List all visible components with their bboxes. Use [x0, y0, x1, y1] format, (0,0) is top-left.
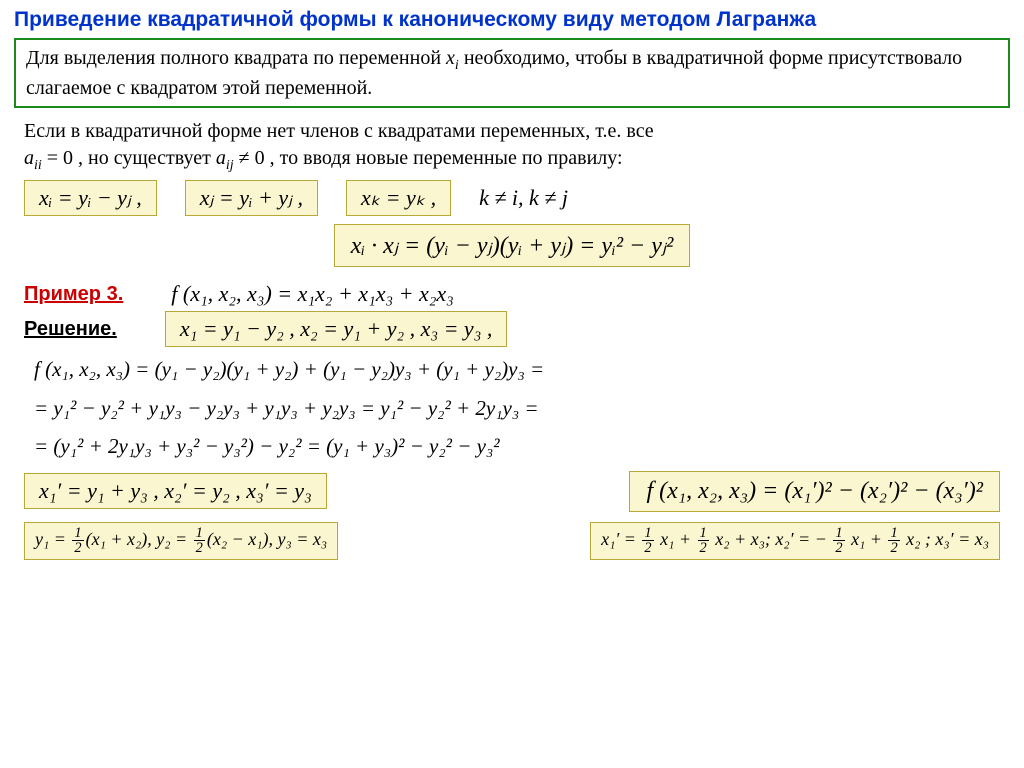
row-product: xᵢ · xⱼ = (yᵢ − yⱼ)(yᵢ + yⱼ) = yᵢ² − yⱼ² [24, 224, 1000, 267]
substitution-box: x₁ = y₁ − y₂ , x₂ = y₁ + y₂ , x₃ = y₃ , [165, 311, 508, 347]
eq-xi-box: xᵢ = yᵢ − yⱼ , [24, 180, 157, 216]
half-frac-2: 12 [192, 526, 207, 556]
half-d-3: 2 [642, 541, 653, 555]
inv-x-4: x₁ + [847, 529, 887, 549]
half-n-6: 1 [888, 526, 899, 541]
row-inverse: y₁ = 12(x₁ + x₂), y₂ = 12(x₂ − x₁), y₃ =… [24, 522, 1000, 560]
half-n-2: 1 [194, 526, 205, 541]
eq-xk-box: xₖ = yₖ , [346, 180, 451, 216]
aij-ne0: ≠ 0 , то вводя новые переменные по прави… [234, 147, 623, 169]
aij-a: a [216, 147, 226, 169]
aii-a: a [24, 147, 34, 169]
green-note-box: Для выделения полного квадрата по переме… [14, 38, 1010, 108]
row-substitution-rules: xᵢ = yᵢ − yⱼ , xⱼ = yᵢ + yⱼ , xₖ = yₖ , … [24, 180, 1000, 216]
result-subst-box: x₁′ = y₁ + y₃ , x₂′ = y₂ , x₃′ = y₃ [24, 473, 327, 509]
half-frac-4: 12 [696, 526, 711, 556]
eq-product-box: xᵢ · xⱼ = (yᵢ − yⱼ)(yᵢ + yⱼ) = yᵢ² − yⱼ² [334, 224, 691, 267]
half-d-4: 2 [698, 541, 709, 555]
half-n-5: 1 [833, 526, 844, 541]
derivation-line-1: f (x₁, x₂, x₃) = (y₁ − y₂)(y₁ + y₂) + (y… [34, 353, 990, 386]
inverse-y-box: y₁ = 12(x₁ + x₂), y₂ = 12(x₂ − x₁), y₃ =… [24, 522, 338, 560]
solution-label: Решение. [24, 318, 117, 341]
inverse-x-box: x₁′ = 12 x₁ + 12 x₂ + x₃; x₂′ = − 12 x₁ … [590, 522, 1000, 560]
result-canon-box: f (x₁, x₂, x₃) = (x₁′)² − (x₂′)² − (x₃′)… [629, 471, 1000, 512]
half-frac-3: 12 [640, 526, 655, 556]
cond-k: k ≠ i, k ≠ j [479, 185, 568, 211]
row-example: Пример 3. f (x₁, x₂, x₃) = x₁x₂ + x₁x₃ +… [24, 281, 1000, 307]
inv-y-pre: y₁ = [35, 529, 70, 549]
half-frac-5: 12 [831, 526, 846, 556]
plain-part1: Если в квадратичной форме нет членов с к… [24, 120, 654, 142]
inv-y-mid1: (x₁ + x₂), y₂ = [86, 529, 192, 549]
half-frac-6: 12 [886, 526, 901, 556]
inv-y-mid2: (x₂ − x₁), y₃ = x₃ [207, 529, 327, 549]
half-n-3: 1 [642, 526, 653, 541]
inv-x-3: x₂ + x₃; x₂′ = − [711, 529, 832, 549]
page-title: Приведение квадратичной формы к канониче… [14, 8, 1010, 32]
green-note-var: x [446, 47, 455, 69]
aii-sub: ii [34, 158, 42, 173]
half-frac-1: 12 [70, 526, 85, 556]
eq-xj-box: xⱼ = yᵢ + yⱼ , [185, 180, 318, 216]
half-d-2: 2 [194, 541, 205, 555]
half-d-6: 2 [888, 541, 899, 555]
half-n-1: 1 [72, 526, 83, 541]
inv-x-1: x₁′ = [601, 529, 640, 549]
example-label: Пример 3. [24, 283, 123, 306]
example-f: f (x₁, x₂, x₃) = x₁x₂ + x₁x₃ + x₂x₃ [171, 281, 454, 307]
aii-eq0: = 0 , но существует [42, 147, 216, 169]
half-n-4: 1 [698, 526, 709, 541]
aij-sub: ij [226, 158, 234, 173]
row-solution: Решение. x₁ = y₁ − y₂ , x₂ = y₁ + y₂ , x… [24, 311, 1000, 347]
half-d-1: 2 [72, 541, 83, 555]
plain-condition: Если в квадратичной форме нет членов с к… [24, 118, 1000, 176]
half-d-5: 2 [833, 541, 844, 555]
row-results: x₁′ = y₁ + y₃ , x₂′ = y₂ , x₃′ = y₃ f (x… [24, 471, 1000, 512]
inv-x-2: x₁ + [656, 529, 696, 549]
derivation-line-3: = (y₁² + 2y₁y₃ + y₃² − y₃²) − y₂² = (y₁ … [34, 430, 990, 463]
inv-x-5: x₂ ; x₃′ = x₃ [902, 529, 989, 549]
green-note-text-1: Для выделения полного квадрата по переме… [26, 47, 446, 69]
derivation-line-2: = y₁² − y₂² + y₁y₃ − y₂y₃ + y₁y₃ + y₂y₃ … [34, 392, 990, 425]
